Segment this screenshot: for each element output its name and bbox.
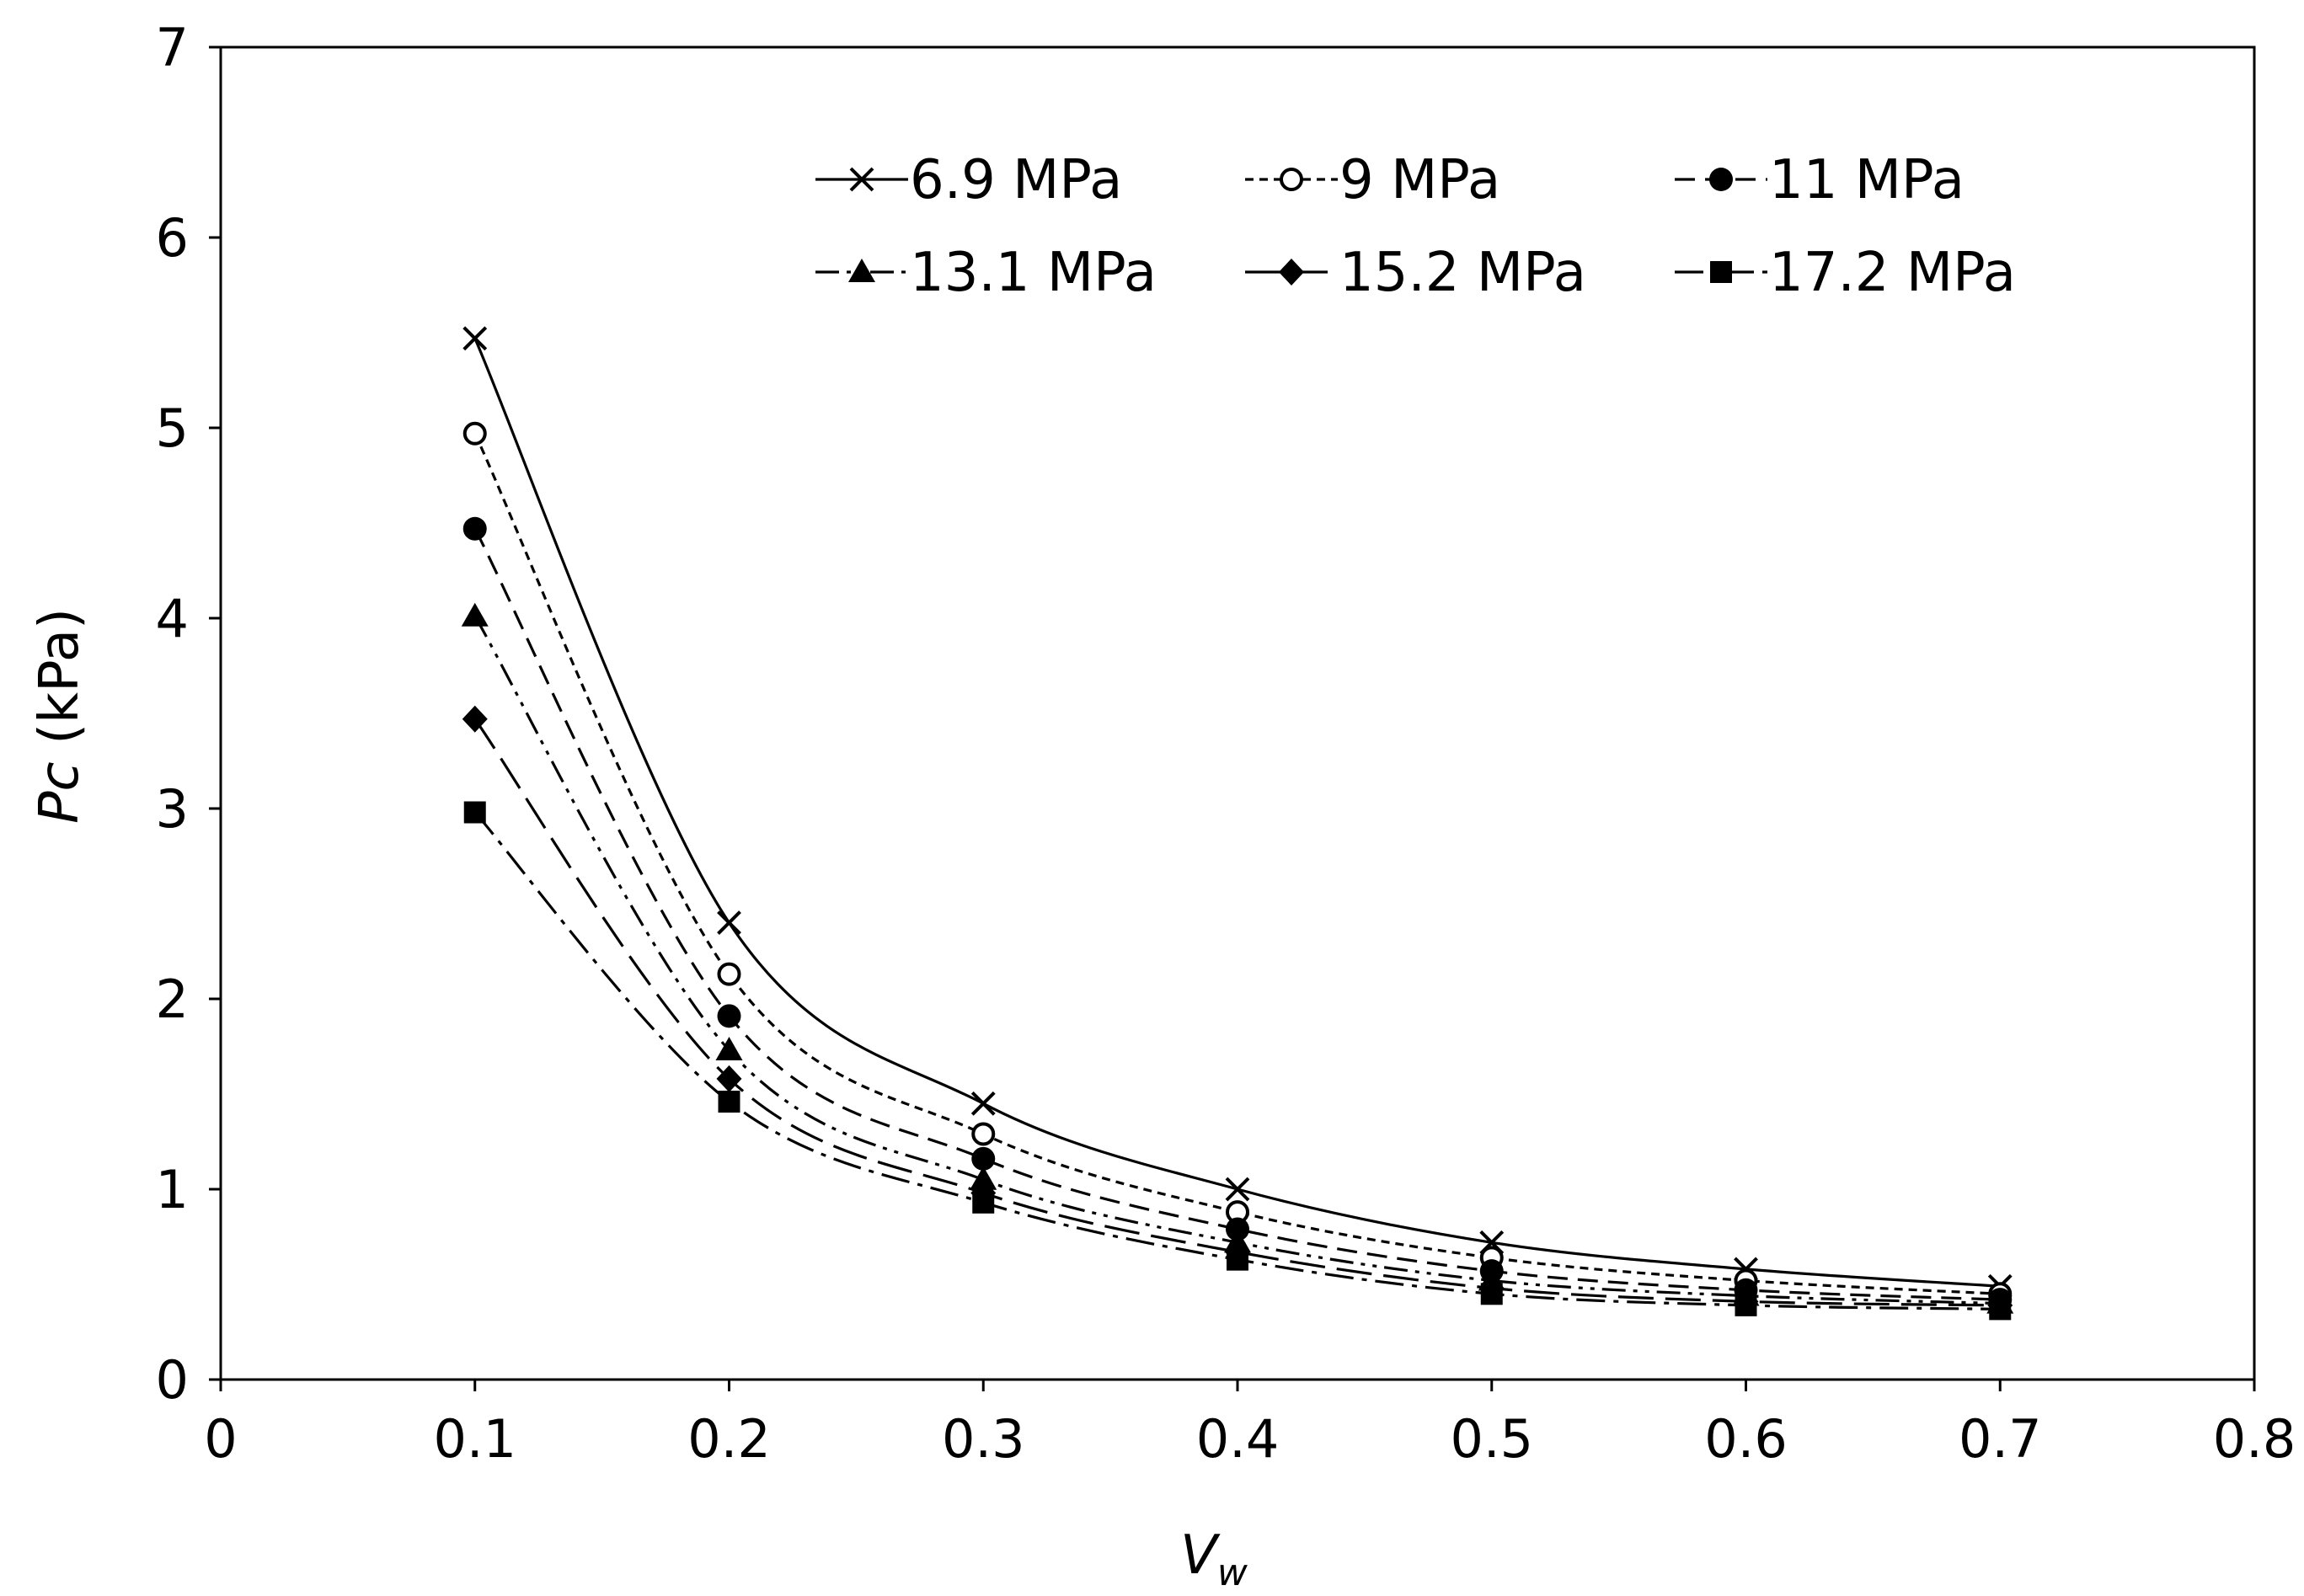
series-2-point-1	[462, 421, 487, 446]
legend-marker-2	[1280, 168, 1303, 191]
legend-entry-5: 15.2 MPa	[1245, 242, 1586, 304]
y-axis-title-unit: (kPa)	[29, 608, 91, 761]
legend-entry-4: 13.1 MPa	[815, 242, 1157, 304]
series-1-point-2	[717, 910, 741, 936]
y-tick-label: 5	[156, 398, 189, 459]
series-line-2	[473, 433, 2001, 1295]
legend-marker-6	[1710, 261, 1732, 283]
x-axis-title-main: V	[1180, 1524, 1221, 1587]
series-1-point-4	[1225, 1177, 1250, 1202]
series-6-point-5	[1480, 1283, 1503, 1305]
series-2-point-2	[717, 962, 741, 986]
series-6-point-2	[718, 1091, 740, 1113]
legend-entry-3: 11 MPa	[1675, 149, 1965, 211]
series-3-point-1	[462, 516, 487, 541]
x-tick-label: 0.6	[1704, 1408, 1788, 1470]
series-1-point-2-stroke	[717, 910, 741, 936]
series-1-point-1-stroke	[462, 326, 488, 351]
series-4-point-1	[461, 602, 489, 627]
legend-entry-2: 9 MPa	[1245, 149, 1500, 211]
legend-marker-3	[1709, 168, 1733, 191]
legend-label-5: 15.2 MPa	[1339, 242, 1586, 304]
x-tick-label: 0	[204, 1408, 237, 1470]
series-2-point-3	[971, 1122, 996, 1146]
y-tick-label: 6	[156, 207, 189, 269]
legend-entry-6: 17.2 MPa	[1675, 242, 2016, 304]
x-tick-label: 0.3	[942, 1408, 1025, 1470]
series-1-point-1	[462, 326, 488, 351]
y-axis-title: Pc (kPa)	[29, 608, 91, 824]
legend-marker-5	[1279, 259, 1304, 286]
series-4-point-3	[970, 1166, 997, 1190]
series-3-point-2	[717, 1004, 741, 1028]
legend-label-4: 13.1 MPa	[910, 242, 1157, 304]
series-6-point-7	[1989, 1298, 2012, 1321]
series-6-point-1	[463, 801, 486, 824]
series-5-point-1	[462, 705, 488, 733]
series-3-point-3	[971, 1146, 996, 1171]
x-axis-title-subscript: w	[1217, 1551, 1248, 1594]
x-tick-label: 0.7	[1959, 1408, 2042, 1470]
series-4-point-2	[715, 1037, 743, 1061]
legend-label-3: 11 MPa	[1769, 149, 1965, 211]
y-axis-title-italic: Pc	[29, 761, 91, 824]
series-1-point-3-stroke	[970, 1091, 996, 1116]
series-6-point-4	[1227, 1248, 1248, 1271]
y-tick-label: 0	[156, 1349, 189, 1411]
y-tick-label: 3	[156, 778, 189, 840]
legend-marker-4	[848, 259, 875, 282]
series-1-point-4-stroke	[1225, 1177, 1250, 1202]
legend-marker-1-stroke	[849, 167, 874, 192]
series-6-point-3	[972, 1191, 995, 1214]
legend-label-6: 17.2 MPa	[1769, 242, 2016, 304]
y-tick-label: 2	[156, 969, 189, 1030]
legend-label-1: 6.9 MPa	[910, 149, 1122, 211]
series-1-point-3	[970, 1091, 996, 1116]
series-line-3	[473, 528, 2001, 1301]
x-tick-label: 0.8	[2213, 1408, 2296, 1470]
series-6-point-6	[1735, 1294, 1757, 1316]
series-5-point-2	[716, 1065, 742, 1092]
series-line-1	[473, 338, 2001, 1288]
legend-label-2: 9 MPa	[1339, 149, 1500, 211]
legend-entry-1: 6.9 MPa	[815, 149, 1122, 211]
y-tick-label: 1	[156, 1159, 189, 1220]
x-tick-label: 0.4	[1196, 1408, 1280, 1470]
y-tick-label: 7	[156, 17, 189, 78]
y-tick-label: 4	[156, 588, 189, 649]
series-line-4	[473, 615, 2001, 1305]
x-axis-title: Vw	[1180, 1524, 1248, 1594]
x-tick-label: 0.5	[1450, 1408, 1533, 1470]
x-tick-label: 0.1	[433, 1408, 516, 1470]
legend-marker-1	[849, 167, 874, 192]
x-tick-label: 0.2	[687, 1408, 771, 1470]
